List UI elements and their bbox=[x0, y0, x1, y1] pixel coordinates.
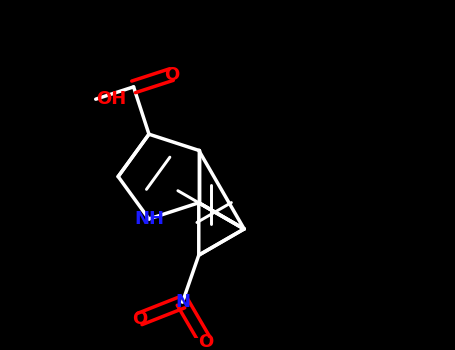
Text: N: N bbox=[175, 293, 190, 311]
Text: O: O bbox=[132, 310, 147, 328]
Text: O: O bbox=[198, 333, 213, 350]
Text: NH: NH bbox=[134, 210, 164, 228]
Text: OH: OH bbox=[96, 90, 126, 108]
Text: O: O bbox=[164, 65, 179, 84]
